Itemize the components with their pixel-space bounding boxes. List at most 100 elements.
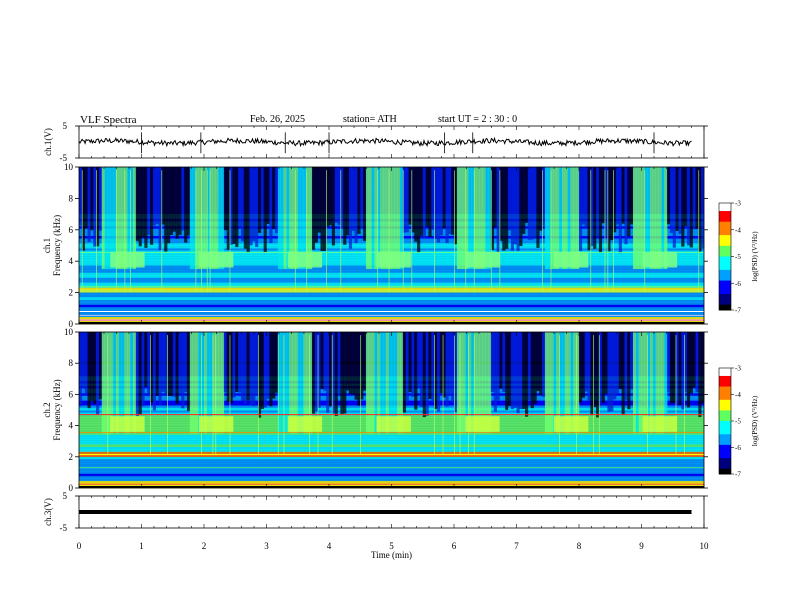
ch2-spectrogram-panel-streak [104, 332, 108, 434]
ch1-spectrogram-panel-ylabel-channel: ch.1 [42, 238, 52, 253]
x-tick-label: 9 [639, 541, 644, 551]
ch2-spectrogram-panel-streak [195, 332, 199, 434]
ch2-spectrogram-panel-streak [181, 332, 185, 409]
ch1-spectrogram-panel-spike [402, 170, 404, 293]
ch1-spectrogram-panel-spike [590, 170, 592, 293]
ch2-spectrogram-panel-streak [502, 332, 506, 392]
ch1-spectrogram-panel-streak [263, 167, 267, 253]
ch2-spectrogram-panel-ytick-label: 6 [69, 389, 74, 399]
ch1-spectrogram-panel-colorbar-cell [719, 283, 731, 287]
ch1-spectrogram-panel-streak [630, 167, 634, 225]
ch2-spectrogram-panel-streak [641, 332, 645, 434]
ch2-spectrogram-panel-streak [365, 332, 370, 434]
ch2-spectrogram-panel-streak [238, 332, 242, 393]
ch1-spectrogram-panel-streak [93, 167, 97, 247]
ch2-spectrogram-panel-spike [257, 335, 259, 457]
ch1-spectrogram-panel-streak [218, 167, 222, 270]
ch1-spectrogram-panel-streak [132, 167, 137, 270]
ch1-spectrogram-panel-streak [124, 167, 128, 270]
ch2-spectrogram-panel-spike [215, 335, 217, 457]
ch2-spectrogram-panel-streak [280, 332, 284, 434]
ch1-spectrogram-panel-streak [127, 167, 131, 270]
ch1-spectrogram-panel-colorbar-cell [719, 293, 731, 298]
ch2-spectrogram-panel-colorbar-cell [719, 421, 731, 425]
ch2-spectrogram-panel-streak [121, 332, 125, 434]
ch1-spectrogram-panel-streak [195, 167, 199, 270]
ch1-spectrogram-panel-streak [684, 167, 688, 227]
ch1-spectrogram-panel-streak [394, 167, 398, 270]
ch2-spectrogram-panel-colorbar-cell [719, 418, 731, 422]
ch2-spectrogram-panel-streak [382, 332, 387, 434]
ch1-spectrogram-panel-streak [306, 167, 310, 270]
ch1-spectrogram-panel-colorbar-cell [719, 272, 731, 276]
ch1-spectrogram-panel-streak [400, 167, 404, 270]
ch1-spectrogram-panel-streak [519, 167, 523, 246]
ch2-spectrogram-panel-band [79, 436, 704, 440]
ch2-spectrogram-panel-band [79, 451, 704, 455]
ch2-spectrogram-panel-streak [448, 332, 452, 394]
ch2-spectrogram-panel-spike [283, 335, 285, 457]
ch1-spectrogram-panel-streak [669, 167, 674, 233]
ch2-spectrogram-panel-streak [391, 332, 395, 434]
ch2-spectrogram-panel-streak [320, 332, 324, 390]
ch2-spectrogram-panel-spike [468, 335, 470, 457]
ch1-spectrogram-panel-streak [340, 167, 344, 229]
ch1-spectrogram-panel-streak [141, 167, 145, 238]
date-label: Feb. 26, 2025 [250, 114, 305, 125]
ch2-spectrogram-panel-spike [331, 335, 333, 457]
ch1-spectrogram-panel-streak [243, 167, 247, 249]
ch2-spectrogram-panel-colorbar-tick-label: -6 [735, 444, 741, 452]
ch2-spectrogram-panel-streak [340, 332, 344, 415]
ch1-spectrogram-panel-streak [579, 167, 583, 251]
ch1-spectrogram-panel-spike [306, 170, 308, 293]
ch1-spectrogram-panel-streak [249, 167, 253, 246]
ch2-spectrogram-panel-spike [277, 335, 279, 457]
ch2-spectrogram-panel-colorbar-cell [719, 402, 731, 406]
ch2-spectrogram-panel-spike [201, 335, 202, 457]
ch2-spectrogram-panel: 0 2 4 6 8 10 ch.2 Frequency (kHz) -3 -4 -5 -6 -7 log(… [42, 327, 759, 493]
ch2-spectrogram-panel-streak [476, 332, 480, 434]
ch2-spectrogram-panel-spike [459, 335, 461, 457]
ch2-spectrogram-panel-streak [456, 332, 460, 434]
ch1-spectrogram-panel-ytick-label: 10 [64, 162, 74, 172]
ch1-spectrogram-panel-streak [360, 167, 364, 229]
ch2-spectrogram-panel-streak [431, 332, 435, 403]
ch2-spectrogram-panel-colorbar-cell [719, 391, 731, 395]
ch2-spectrogram-panel-streak [363, 332, 367, 391]
ch2-spectrogram-panel-streak [130, 332, 134, 434]
ch2-spectrogram-panel-streak [598, 332, 603, 405]
ch1-spectrogram-panel-streak [172, 167, 176, 232]
ch1-spectrogram-panel-streak [627, 167, 631, 237]
ch2-spectrogram-panel-streak [655, 332, 659, 434]
ch1-spectrogram-panel-colorbar-cell [719, 208, 731, 212]
ch1-spectrogram-panel-streak [104, 167, 108, 270]
ch2-spectrogram-panel-colorbar-tick-label: -7 [735, 471, 741, 479]
ch1-spectrogram-panel-streak [638, 167, 642, 270]
ch1-spectrogram-panel-streak [277, 167, 282, 270]
ch1-spectrogram-panel-band [79, 272, 704, 276]
ch2-spectrogram-panel-streak [269, 332, 273, 407]
ch1-spectrogram-panel-streak [590, 167, 594, 247]
ch1-spectrogram-panel-streak [382, 167, 387, 270]
ch2-spectrogram-panel-colorbar-cell [719, 394, 731, 398]
ch2-spectrogram-panel-streak [692, 332, 696, 388]
ch1-spectrogram-panel-streak [286, 167, 290, 270]
ch2-spectrogram-panel-streak [652, 332, 657, 434]
ch1-spectrogram-panel-streak [482, 167, 486, 270]
ch1-spectrogram-panel-streak [701, 167, 705, 249]
ch2-spectrogram-panel-streak [147, 332, 151, 397]
ch1-spectrogram-panel-streak [81, 167, 85, 251]
ch1-spectrogram-panel-streak [275, 167, 279, 234]
ch1-spectrogram-panel-streak [209, 167, 213, 270]
ch1-spectrogram-panel-streak [505, 167, 509, 249]
ch1-spectrogram-panel-streak [204, 167, 208, 270]
ch2-spectrogram-panel-streak [414, 332, 418, 410]
ch1-spectrogram-panel-spike [698, 170, 700, 293]
ch1-spectrogram-panel-streak [161, 167, 165, 225]
ch1-spectrogram-panel-streak [542, 167, 546, 226]
ch2-spectrogram-panel-colorbar-tick-label: -3 [735, 365, 741, 373]
ch2-spectrogram-panel-streak [246, 332, 250, 401]
ch3-waveform-panel-ylabel: ch.3(V) [43, 498, 53, 526]
ch2-spectrogram-panel-streak [311, 332, 316, 414]
ch1-spectrogram-panel-streak [593, 167, 597, 249]
